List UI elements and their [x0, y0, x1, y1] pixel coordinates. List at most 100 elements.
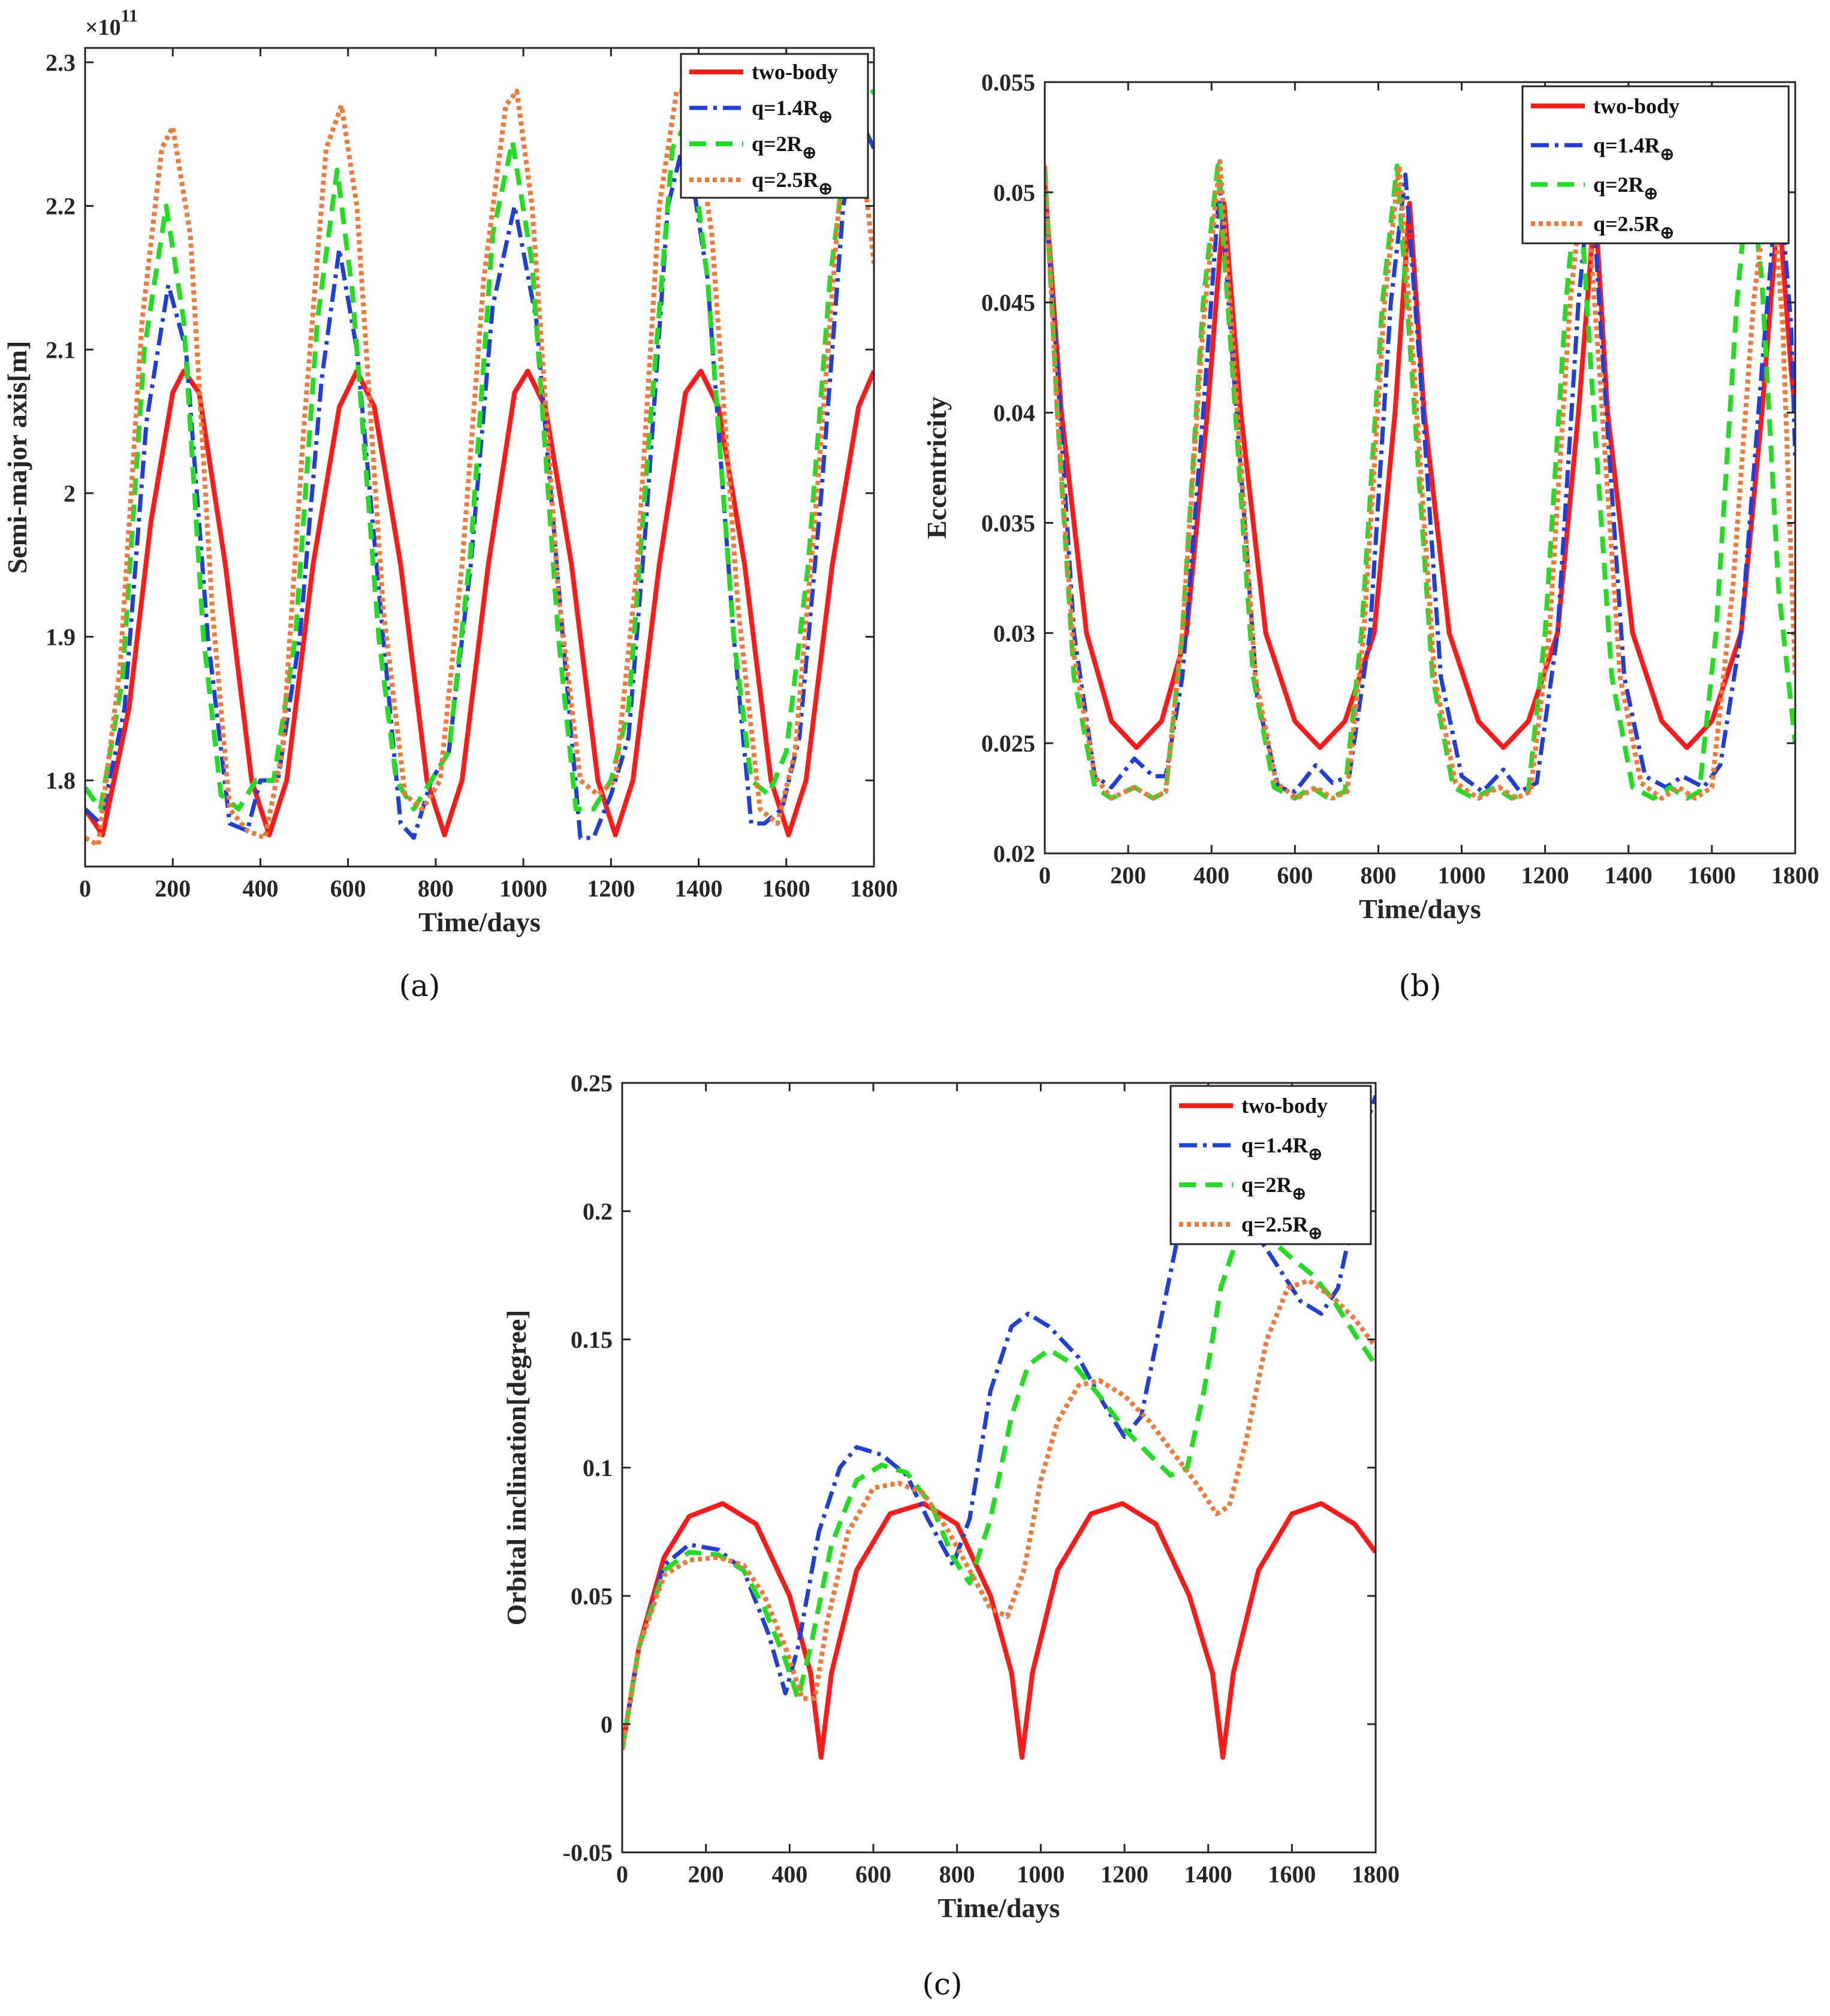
x-tick-label: 0	[79, 875, 91, 902]
series-line-q-2-5r-	[622, 1278, 1376, 1751]
legend-entry-text: q=1.4R	[1241, 1133, 1309, 1157]
y-tick-label: 2.1	[46, 336, 76, 363]
x-tick-label: 1800	[850, 875, 898, 902]
series-group	[85, 88, 874, 848]
legend-entry-label: q=2.5R⊕	[1241, 1212, 1322, 1243]
legend-entry-label: q=2.5R⊕	[1593, 212, 1674, 242]
y-tick-label: 0.05	[571, 1583, 613, 1610]
y-axis-title: Eccentricity	[921, 397, 952, 539]
y-tick-label: 0.05	[993, 179, 1035, 206]
y-tick-label: 2	[64, 480, 76, 507]
legend-entry-text: q=2R	[1241, 1173, 1293, 1197]
x-tick-label: 1400	[1605, 862, 1653, 889]
x-tick-label: 1400	[1184, 1861, 1232, 1888]
series-line-two-body	[85, 369, 874, 838]
legend-entry-text: q=2.5R	[752, 168, 819, 192]
y-axis-title: Orbital inclination[degree]	[501, 1310, 532, 1626]
series-line-two-body	[622, 1501, 1376, 1760]
y-exponent-label: ×1011	[85, 6, 138, 40]
series-line-q-2r-	[85, 89, 874, 812]
legend-entry-label: q=2.5R⊕	[752, 168, 833, 198]
legend-entry-subscript: ⊕	[1292, 1185, 1306, 1203]
y-tick-label: 0.15	[571, 1326, 613, 1353]
x-tick-label: 400	[771, 1861, 807, 1888]
series-line-q-1-4r-	[622, 1095, 1376, 1751]
panel-c: 0 200 400 600 800 1000 1200 1400 1600 1800-0.0500…	[501, 1070, 1400, 2002]
x-tick-label: 1800	[1352, 1861, 1400, 1888]
legend-entry-text: two-body	[752, 60, 838, 84]
x-tick-label: 0	[616, 1861, 628, 1888]
legend-entry-label: q=1.4R⊕	[1241, 1133, 1322, 1164]
legend-entry-subscript: ⊕	[1644, 185, 1658, 203]
y-exponent-base: ×10	[85, 15, 121, 40]
legend-entry-subscript: ⊕	[1660, 224, 1674, 242]
y-axis-title: Semi-major axis[m]	[2, 341, 32, 574]
panel-b: 0 200 400 600 800 1000 1200 1400 1600 1800 0.02 0.0…	[921, 69, 1819, 1003]
y-tick-label: 2.3	[46, 49, 76, 76]
y-tick-label: 1.9	[46, 624, 76, 651]
x-tick-label: 600	[1277, 862, 1313, 889]
legend-entry-subscript: ⊕	[1309, 1224, 1322, 1243]
legend-entry-text: two-body	[1241, 1094, 1328, 1118]
y-tick-label: 0.055	[981, 69, 1035, 96]
x-tick-label: 800	[939, 1861, 975, 1888]
legend-entry-subscript: ⊕	[803, 144, 816, 162]
series-line-q-1-4r-	[85, 117, 874, 840]
y-tick-label: 0.035	[981, 509, 1035, 536]
legend-entry-label: q=1.4R⊕	[752, 96, 833, 126]
x-tick-label: 400	[1193, 862, 1229, 889]
y-tick-label: 0.04	[993, 400, 1035, 427]
legend-entry-label: two-body	[1593, 94, 1680, 118]
legend-entry-text: q=1.4R	[1593, 133, 1661, 157]
legend-entry-text: q=2R	[1593, 173, 1645, 197]
x-tick-label: 200	[688, 1861, 724, 1888]
x-tick-label: 1000	[1017, 1861, 1065, 1888]
legend-entry-text: two-body	[1593, 94, 1680, 118]
x-tick-label: 1600	[1268, 1861, 1316, 1888]
x-tick-label: 1400	[675, 875, 723, 902]
x-tick-label: 1000	[499, 875, 547, 902]
x-tick-label: 1200	[1101, 1861, 1148, 1888]
axes-box	[84, 47, 875, 868]
axes-box	[1044, 81, 1796, 855]
x-tick-label: 200	[155, 875, 191, 902]
x-tick-label: 800	[1360, 862, 1396, 889]
y-tick-label: 0.025	[981, 730, 1035, 757]
legend-box	[1521, 85, 1790, 245]
series-group	[1045, 159, 1795, 801]
y-tick-label: 0.2	[583, 1198, 613, 1225]
legend-entry-label: two-body	[752, 60, 838, 84]
legend-entry-text: q=2R	[752, 132, 803, 156]
y-exponent-power: 11	[121, 6, 138, 26]
legend-entry-label: q=2R⊕	[752, 132, 816, 162]
x-axis-title: Time/days	[418, 907, 541, 937]
y-tick-label: 0.1	[583, 1454, 613, 1481]
x-tick-label: 400	[242, 875, 278, 902]
x-tick-label: 800	[418, 875, 454, 902]
legend-entry-label: q=2R⊕	[1593, 173, 1658, 203]
panel-caption: (a)	[399, 968, 441, 1003]
y-tick-label: 0	[601, 1711, 613, 1738]
x-tick-label: 600	[855, 1861, 891, 1888]
legend-box	[680, 53, 869, 199]
x-tick-label: 1600	[1688, 862, 1736, 889]
series-line-q-2-5r-	[1045, 159, 1795, 801]
legend-entry-text: q=2.5R	[1241, 1212, 1309, 1236]
legend-entry-subscript: ⊕	[1309, 1145, 1322, 1164]
legend-entry-label: q=2R⊕	[1241, 1173, 1306, 1203]
legend-entry-text: q=1.4R	[752, 96, 819, 120]
y-tick-label: 2.2	[46, 193, 76, 220]
legend-entry-subscript: ⊕	[819, 108, 833, 126]
x-tick-label: 1600	[762, 875, 810, 902]
y-tick-label: 0.045	[981, 289, 1035, 316]
legend-entry-subscript: ⊕	[1660, 145, 1674, 164]
panel-a: 0 200 400 600 800 1000 1200 1400 1600 1800 1.8 1.9 2…	[2, 6, 898, 1003]
panel-caption: (c)	[922, 1967, 962, 2002]
y-tick-label: 0.25	[571, 1070, 613, 1097]
legend-entry-subscript: ⊕	[819, 180, 833, 198]
x-axis-title: Time/days	[1359, 894, 1481, 924]
y-tick-label: 1.8	[46, 767, 76, 794]
